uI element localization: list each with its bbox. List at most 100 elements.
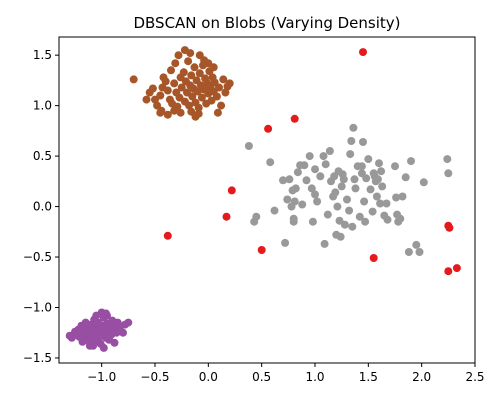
x-tick-label: −0.5 — [140, 370, 169, 384]
x-tick-label: 0.5 — [252, 370, 271, 384]
data-point — [171, 59, 180, 68]
data-point — [194, 109, 203, 118]
data-point — [84, 336, 93, 345]
data-point — [194, 103, 203, 112]
data-point — [94, 333, 103, 342]
y-tick-label: 0.5 — [33, 149, 52, 163]
data-point — [219, 75, 228, 84]
data-point — [193, 87, 202, 96]
data-point — [300, 161, 309, 170]
data-point — [110, 338, 119, 347]
data-point — [281, 238, 290, 247]
y-tick-label: −1.0 — [23, 300, 52, 314]
data-point — [391, 162, 399, 171]
data-point — [266, 158, 275, 167]
data-point — [101, 309, 110, 318]
data-point — [361, 217, 370, 226]
data-point — [369, 254, 378, 262]
data-point — [336, 232, 345, 241]
y-tick-label: 1.5 — [33, 48, 52, 62]
data-point — [308, 217, 317, 226]
data-point — [129, 75, 138, 84]
data-point — [325, 147, 334, 155]
data-point — [355, 212, 364, 221]
data-point — [213, 108, 222, 117]
data-point — [289, 217, 298, 226]
data-point — [345, 206, 354, 215]
data-point — [419, 178, 428, 187]
data-point — [443, 155, 452, 164]
data-point — [244, 142, 253, 150]
data-point — [293, 168, 302, 177]
data-point — [372, 192, 381, 201]
data-point — [305, 152, 314, 161]
data-point — [217, 101, 226, 110]
data-point — [290, 114, 299, 123]
data-point — [350, 175, 359, 184]
data-point — [119, 328, 127, 337]
data-point — [347, 137, 356, 145]
data-point — [371, 177, 380, 186]
data-point — [185, 101, 194, 110]
data-point — [195, 69, 204, 78]
x-tick-label: 1.0 — [305, 370, 324, 384]
data-point — [99, 343, 108, 352]
data-point — [311, 165, 319, 174]
data-point — [124, 318, 133, 327]
data-point — [212, 92, 221, 101]
data-point — [398, 192, 407, 201]
data-point — [179, 68, 188, 77]
data-point — [362, 174, 371, 183]
data-point — [186, 49, 195, 58]
data-point — [360, 197, 369, 206]
data-point — [396, 214, 405, 223]
data-point — [257, 246, 266, 254]
data-point — [376, 199, 385, 208]
points-layer — [65, 46, 461, 352]
data-point — [298, 200, 307, 209]
data-point — [392, 193, 401, 202]
x-tick-label: 2.5 — [465, 370, 484, 384]
data-point — [285, 175, 294, 184]
data-point — [174, 51, 183, 60]
data-point — [349, 123, 358, 132]
data-point — [184, 57, 193, 66]
data-point — [302, 176, 311, 185]
y-tick-label: 1.0 — [33, 99, 52, 113]
data-point — [337, 182, 346, 191]
data-point — [177, 83, 186, 92]
data-point — [321, 160, 330, 169]
plot-area-frame — [58, 36, 476, 364]
data-point — [445, 223, 454, 232]
data-point — [190, 63, 199, 72]
data-point — [401, 173, 410, 182]
data-point — [359, 138, 367, 146]
data-point — [209, 63, 218, 72]
data-point — [176, 108, 185, 117]
data-point — [197, 93, 206, 102]
data-point — [215, 83, 223, 92]
data-point — [163, 86, 172, 95]
data-point — [366, 185, 375, 194]
data-point — [167, 66, 175, 75]
data-point — [142, 95, 151, 104]
data-point — [348, 222, 357, 231]
data-point — [407, 157, 415, 166]
data-point — [452, 264, 461, 273]
y-tick-label: −0.5 — [23, 250, 52, 264]
data-point — [270, 206, 279, 215]
data-point — [157, 106, 166, 115]
data-point — [382, 199, 391, 208]
data-point — [313, 197, 322, 206]
data-point — [170, 79, 179, 88]
data-point — [252, 212, 261, 221]
data-point — [163, 110, 172, 119]
data-point — [368, 207, 377, 216]
data-point — [290, 197, 299, 206]
data-point — [415, 248, 424, 256]
data-point — [323, 210, 332, 219]
y-tick-label: 0.0 — [33, 200, 52, 214]
data-point — [377, 167, 386, 176]
data-point — [340, 220, 349, 229]
data-point — [339, 175, 348, 184]
